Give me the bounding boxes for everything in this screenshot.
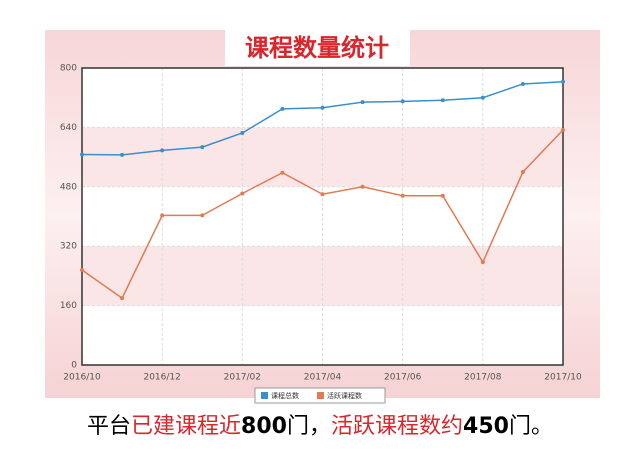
point — [280, 106, 285, 111]
y-tick-label: 0 — [71, 361, 77, 371]
point — [160, 213, 165, 218]
point — [440, 98, 445, 103]
point — [240, 130, 245, 135]
point — [200, 145, 205, 150]
point — [400, 99, 405, 104]
caption-segment: 活跃课程数约 — [331, 414, 464, 439]
point — [360, 184, 365, 189]
point — [320, 105, 325, 110]
caption-segment: 平台 — [87, 414, 132, 439]
point — [480, 95, 485, 100]
x-tick-label: 2017/02 — [224, 373, 261, 383]
point — [240, 191, 245, 196]
x-tick-label: 2016/12 — [143, 373, 180, 383]
x-tick-label: 2017/10 — [544, 373, 582, 383]
y-tick-label: 800 — [60, 64, 77, 74]
point — [561, 79, 565, 84]
point — [120, 296, 125, 301]
legend-label: 课程总数 — [271, 391, 299, 400]
y-tick-label: 480 — [60, 182, 77, 192]
point — [280, 170, 285, 175]
chart-title: 课程数量统计 — [245, 34, 389, 62]
caption-segment: 已建课程近 — [131, 414, 242, 439]
x-tick-label: 2017/08 — [464, 373, 502, 383]
y-tick-label: 320 — [60, 242, 77, 252]
point — [120, 152, 125, 157]
point — [80, 152, 84, 157]
legend-swatch — [261, 392, 268, 399]
caption-segment: 门， — [286, 414, 331, 439]
point — [400, 193, 405, 198]
title-box — [225, 30, 410, 66]
x-tick-label: 2017/06 — [384, 373, 422, 383]
plot-border — [81, 67, 564, 366]
caption-segment: 800 — [241, 414, 287, 439]
x-tick-label: 2016/10 — [63, 373, 101, 383]
x-tick-label: 2017/04 — [304, 373, 342, 383]
legend-label: 活跃课程数 — [327, 391, 362, 400]
point — [80, 267, 84, 272]
point — [561, 127, 565, 132]
legend-swatch — [317, 392, 324, 399]
point — [480, 260, 485, 265]
point — [200, 213, 205, 218]
point — [520, 169, 525, 174]
y-tick-label: 160 — [60, 301, 77, 311]
point — [520, 81, 525, 86]
point — [360, 100, 365, 105]
point — [160, 148, 165, 153]
caption-segment: 450 — [463, 414, 509, 439]
y-tick-label: 640 — [60, 123, 77, 133]
caption-segment: 门。 — [508, 414, 553, 439]
point — [320, 192, 325, 197]
point — [440, 193, 445, 198]
grid-band — [82, 127, 563, 187]
caption: 平台已建课程近800门，活跃课程数约450门。 — [0, 408, 640, 440]
